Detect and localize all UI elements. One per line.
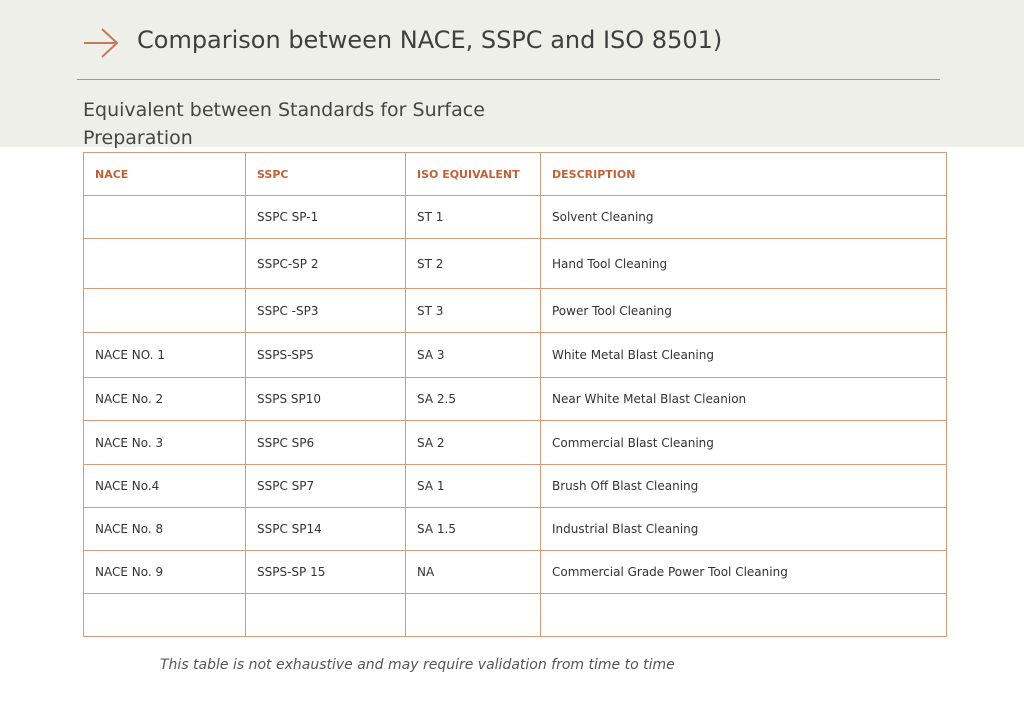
page-title: Comparison between NACE, SSPC and ISO 85… (137, 26, 723, 54)
table-cell: Industrial Blast Cleaning (540, 507, 947, 551)
table-cell (83, 593, 246, 637)
table-row: SSPC-SP 2 ST 2 Hand Tool Cleaning (83, 238, 947, 289)
table-cell: SSPS-SP 15 (245, 550, 406, 594)
table-row: NACE No. 8 SSPC SP14 SA 1.5 Industrial Blas… (83, 507, 947, 551)
table-cell: SSPC SP6 (245, 420, 406, 465)
column-header: ISO EQUIVALENT (405, 152, 541, 196)
table-cell: Commercial Grade Power Tool Cleaning (540, 550, 947, 594)
table-row: NACE No. 3 SSPC SP6 SA 2 Commercial Blast C… (83, 420, 947, 465)
table-cell: NACE No. 3 (83, 420, 246, 465)
table-cell: ST 1 (405, 195, 541, 239)
table-row: NACE No. 9 SSPS-SP 15 NA Commercial Grade P… (83, 550, 947, 594)
table-cell (405, 593, 541, 637)
table-cell: SSPS SP10 (245, 377, 406, 421)
table-row: NACE No. 2 SSPS SP10 SA 2.5 Near White Meta… (83, 377, 947, 421)
table-cell: SSPC -SP3 (245, 288, 406, 333)
table-row: SSPC SP-1 ST 1 Solvent Cleaning (83, 195, 947, 239)
column-header: SSPC (245, 152, 406, 196)
table-row: SSPC -SP3 ST 3 Power Tool Cleaning (83, 288, 947, 333)
table-cell: SSPC SP-1 (245, 195, 406, 239)
header-row: NACE SSPC ISO EQUIVALENT DESCRIPTION (83, 152, 947, 196)
standards-table: NACE SSPC ISO EQUIVALENT DESCRIPTION SSPC S… (83, 152, 947, 637)
divider (77, 79, 940, 80)
table-cell: SSPC SP7 (245, 464, 406, 508)
table-cell: ST 3 (405, 288, 541, 333)
subtitle: Equivalent between Standards for Surface… (83, 99, 485, 149)
table-cell: NACE NO. 1 (83, 332, 246, 378)
table-cell: SSPC-SP 2 (245, 238, 406, 289)
table-cell: Near White Metal Blast Cleanion (540, 377, 947, 421)
table-cell: SA 1 (405, 464, 541, 508)
table-cell: NACE No. 2 (83, 377, 246, 421)
header-band (0, 0, 1024, 147)
table-cell: Brush Off Blast Cleaning (540, 464, 947, 508)
table-cell: SA 2 (405, 420, 541, 465)
table-cell: NACE No.4 (83, 464, 246, 508)
table-cell: SSPC SP14 (245, 507, 406, 551)
table-cell: Commercial Blast Cleaning (540, 420, 947, 465)
table-cell (83, 195, 246, 239)
table-cell (245, 593, 406, 637)
table-row: NACE NO. 1 SSPS-SP5 SA 3 White Metal Blast … (83, 332, 947, 378)
table-row: NACE No.4 SSPC SP7 SA 1 Brush Off Blast Cle… (83, 464, 947, 508)
table-cell: NACE No. 8 (83, 507, 246, 551)
table-cell (540, 593, 947, 637)
table-cell: Power Tool Cleaning (540, 288, 947, 333)
column-header: NACE (83, 152, 246, 196)
table-cell: Hand Tool Cleaning (540, 238, 947, 289)
table-cell (83, 288, 246, 333)
table-cell: Solvent Cleaning (540, 195, 947, 239)
table-cell: NACE No. 9 (83, 550, 246, 594)
table-cell: NA (405, 550, 541, 594)
table-cell: ST 2 (405, 238, 541, 289)
arrow-icon (84, 28, 119, 58)
table-row (83, 593, 947, 637)
table-cell: SA 2.5 (405, 377, 541, 421)
table-cell: SSPS-SP5 (245, 332, 406, 378)
table-cell: SA 3 (405, 332, 541, 378)
table-cell (83, 238, 246, 289)
column-header: DESCRIPTION (540, 152, 947, 196)
table-cell: White Metal Blast Cleaning (540, 332, 947, 378)
footnote: This table is not exhaustive and may req… (160, 657, 675, 673)
table-cell: SA 1.5 (405, 507, 541, 551)
